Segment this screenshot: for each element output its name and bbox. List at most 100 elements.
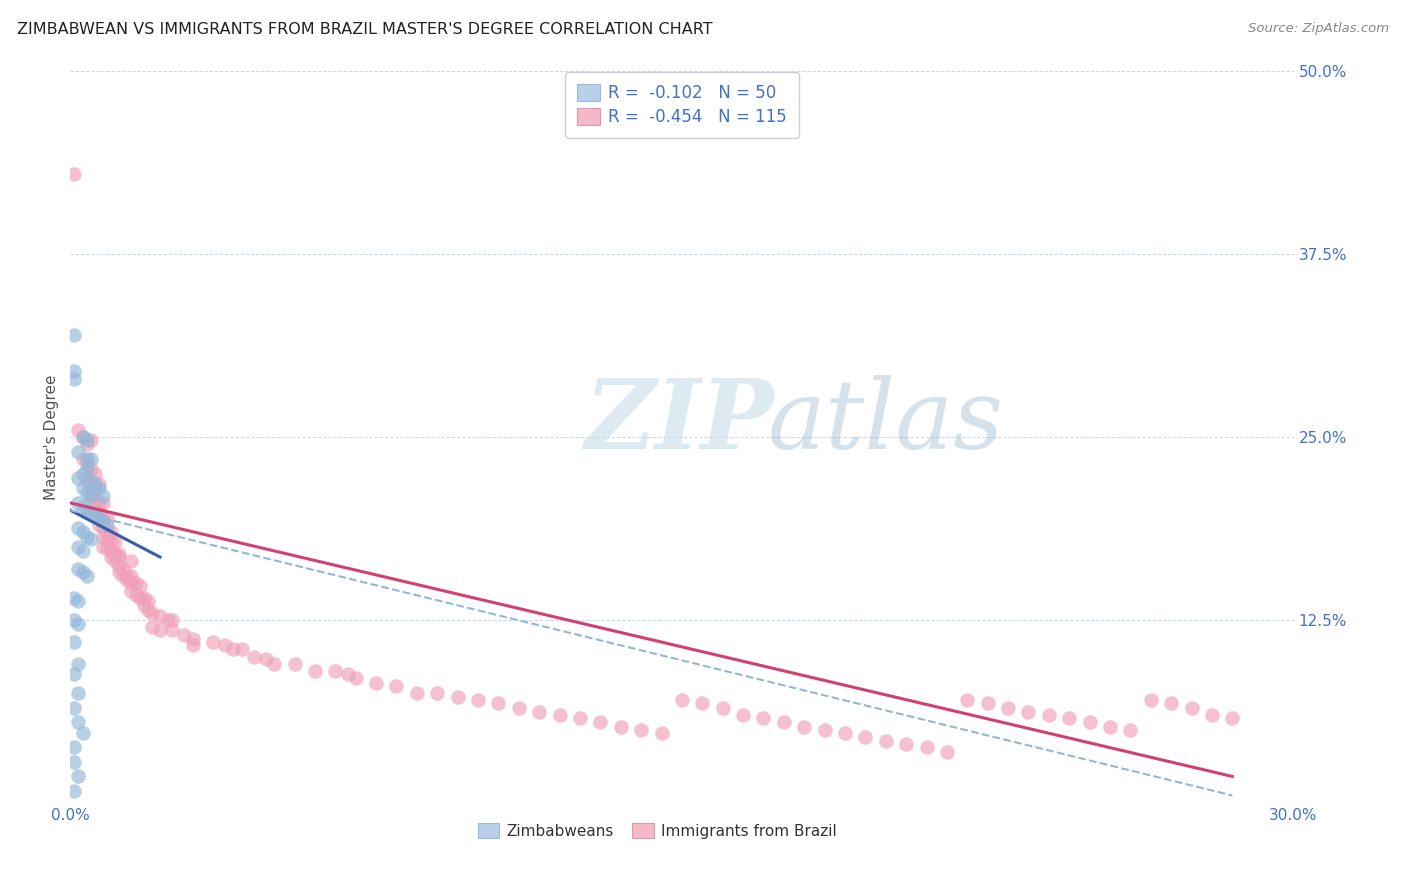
Point bbox=[529, 705, 551, 719]
Point bbox=[91, 540, 114, 554]
Point bbox=[121, 569, 143, 583]
Point bbox=[108, 547, 131, 561]
Point bbox=[304, 664, 326, 678]
Point bbox=[752, 711, 775, 725]
Point bbox=[875, 734, 897, 748]
Point bbox=[67, 444, 90, 458]
Point bbox=[132, 599, 155, 613]
Point bbox=[813, 723, 835, 737]
Point bbox=[141, 620, 163, 634]
Point bbox=[79, 474, 103, 488]
Point bbox=[87, 476, 110, 491]
Point bbox=[63, 364, 86, 378]
Point bbox=[1220, 711, 1243, 725]
Point bbox=[91, 515, 114, 529]
Point bbox=[894, 737, 917, 751]
Point bbox=[610, 720, 633, 734]
Point bbox=[366, 676, 388, 690]
Point bbox=[63, 167, 86, 181]
Point bbox=[79, 433, 103, 447]
Point bbox=[128, 591, 150, 605]
Point bbox=[67, 496, 90, 510]
Point bbox=[83, 467, 105, 481]
Point bbox=[63, 700, 86, 714]
Point bbox=[141, 606, 163, 620]
Point bbox=[83, 476, 105, 491]
Point bbox=[76, 503, 98, 517]
Point bbox=[121, 583, 143, 598]
Point bbox=[63, 635, 86, 649]
Point bbox=[91, 530, 114, 544]
Point bbox=[100, 535, 122, 549]
Point bbox=[72, 430, 94, 444]
Point bbox=[76, 462, 98, 476]
Point bbox=[108, 549, 131, 564]
Point bbox=[385, 679, 408, 693]
Point bbox=[936, 745, 959, 759]
Point bbox=[117, 569, 139, 583]
Point bbox=[149, 608, 172, 623]
Point bbox=[76, 569, 98, 583]
Point bbox=[76, 457, 98, 471]
Point bbox=[124, 576, 146, 591]
Point bbox=[1139, 693, 1161, 707]
Point bbox=[67, 521, 90, 535]
Point bbox=[79, 462, 103, 476]
Point bbox=[222, 642, 245, 657]
Point bbox=[72, 467, 94, 481]
Point bbox=[323, 664, 347, 678]
Point bbox=[108, 558, 131, 573]
Point bbox=[67, 423, 90, 437]
Point bbox=[108, 565, 131, 579]
Text: ZIMBABWEAN VS IMMIGRANTS FROM BRAZIL MASTER'S DEGREE CORRELATION CHART: ZIMBABWEAN VS IMMIGRANTS FROM BRAZIL MAS… bbox=[17, 22, 713, 37]
Point bbox=[72, 500, 94, 515]
Point bbox=[284, 657, 307, 671]
Point bbox=[508, 700, 530, 714]
Point bbox=[63, 784, 86, 798]
Point bbox=[83, 491, 105, 506]
Point bbox=[72, 481, 94, 495]
Point bbox=[104, 554, 127, 568]
Point bbox=[67, 471, 90, 485]
Point bbox=[79, 489, 103, 503]
Point bbox=[589, 715, 612, 730]
Text: ZIP: ZIP bbox=[583, 376, 773, 469]
Point bbox=[79, 533, 103, 547]
Point bbox=[733, 708, 755, 723]
Point bbox=[76, 485, 98, 500]
Point bbox=[96, 533, 118, 547]
Point bbox=[1160, 696, 1182, 710]
Point bbox=[63, 667, 86, 681]
Point bbox=[96, 525, 118, 540]
Point bbox=[63, 591, 86, 605]
Point bbox=[87, 510, 110, 524]
Point bbox=[254, 652, 277, 666]
Point bbox=[1038, 708, 1060, 723]
Legend: Zimbabweans, Immigrants from Brazil: Zimbabweans, Immigrants from Brazil bbox=[470, 815, 845, 847]
Point bbox=[488, 696, 510, 710]
Point bbox=[467, 693, 489, 707]
Point bbox=[87, 481, 110, 495]
Point bbox=[1057, 711, 1080, 725]
Point bbox=[72, 725, 94, 739]
Point bbox=[711, 700, 734, 714]
Text: Source: ZipAtlas.com: Source: ZipAtlas.com bbox=[1249, 22, 1389, 36]
Point bbox=[1119, 723, 1142, 737]
Point bbox=[650, 725, 672, 739]
Point bbox=[91, 489, 114, 503]
Point bbox=[87, 496, 110, 510]
Point bbox=[128, 579, 150, 593]
Point bbox=[100, 544, 122, 558]
Point bbox=[426, 686, 449, 700]
Point bbox=[214, 638, 236, 652]
Point bbox=[79, 506, 103, 520]
Text: atlas: atlas bbox=[768, 376, 1004, 469]
Point bbox=[72, 452, 94, 467]
Point bbox=[112, 569, 135, 583]
Point bbox=[79, 452, 103, 467]
Point bbox=[76, 433, 98, 447]
Point bbox=[100, 525, 122, 540]
Point bbox=[67, 715, 90, 730]
Point bbox=[63, 327, 86, 342]
Point bbox=[162, 613, 183, 627]
